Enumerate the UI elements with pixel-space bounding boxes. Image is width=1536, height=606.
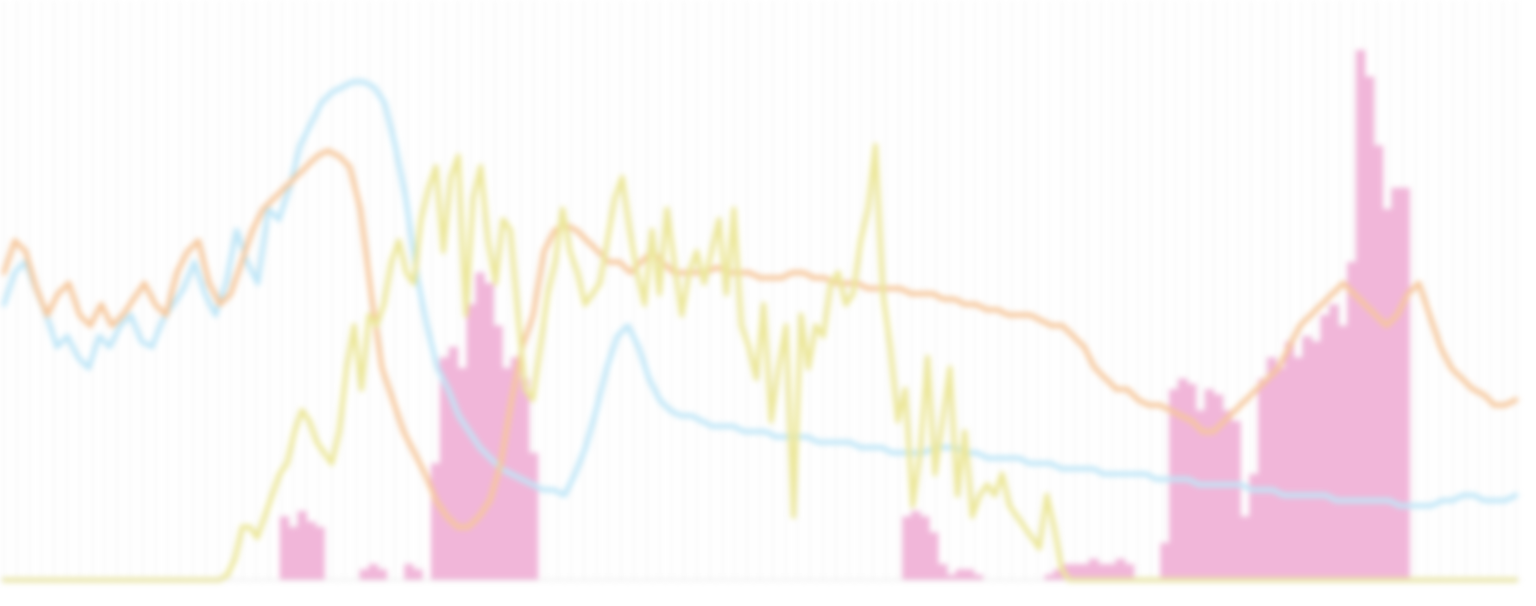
bar [1089,558,1099,580]
bar [439,357,450,580]
bar [1320,315,1330,580]
bar [1222,410,1232,580]
bar [955,569,966,580]
bar [306,521,316,580]
bar [1293,357,1304,580]
bar [1373,145,1384,580]
bar [430,463,441,580]
bar [1044,574,1055,580]
bar [1106,564,1117,580]
bar [297,511,307,580]
cyan-series-line [1,79,1519,509]
bar [1391,187,1401,581]
bar [368,564,379,580]
bar [484,283,494,580]
bar [1400,187,1410,581]
bar [937,564,948,580]
bar [946,574,957,580]
bar [359,569,370,580]
bar [1115,558,1126,580]
bar [1338,325,1348,580]
bar [1240,516,1250,580]
bar [1195,410,1206,580]
bar [1071,564,1081,580]
bar [1275,368,1286,580]
bar-series [279,50,1410,581]
bar [1382,209,1393,580]
bar [279,516,290,580]
bar [528,452,539,580]
bar [466,304,476,580]
bar [1258,378,1268,580]
bar [973,574,983,580]
bar [1266,357,1277,580]
bar [1231,421,1241,580]
bar [928,532,939,580]
bar [1124,564,1135,580]
bar [902,516,912,580]
bar [315,527,325,580]
bar [448,346,459,580]
orange-series-line [1,148,1519,530]
bar [1249,474,1259,580]
bar [413,569,423,580]
bar [457,368,468,580]
bar [1364,76,1375,580]
bar [964,569,975,580]
bar [1080,564,1090,580]
bar [920,516,930,580]
bar [404,564,414,580]
bar [1097,564,1108,580]
bar [1302,336,1313,580]
bar [1284,341,1295,580]
bar [1053,569,1063,580]
bar [1311,341,1321,580]
bar [1347,262,1357,580]
bar [377,569,388,580]
bar [1169,389,1179,580]
bar [510,357,521,580]
bar [911,511,921,580]
bar [1355,50,1366,580]
bar [288,527,299,580]
bar [475,272,485,580]
bar [493,325,503,580]
bar [1160,542,1170,580]
bar [1329,304,1339,580]
bar [1213,394,1224,580]
bar [1062,564,1072,580]
